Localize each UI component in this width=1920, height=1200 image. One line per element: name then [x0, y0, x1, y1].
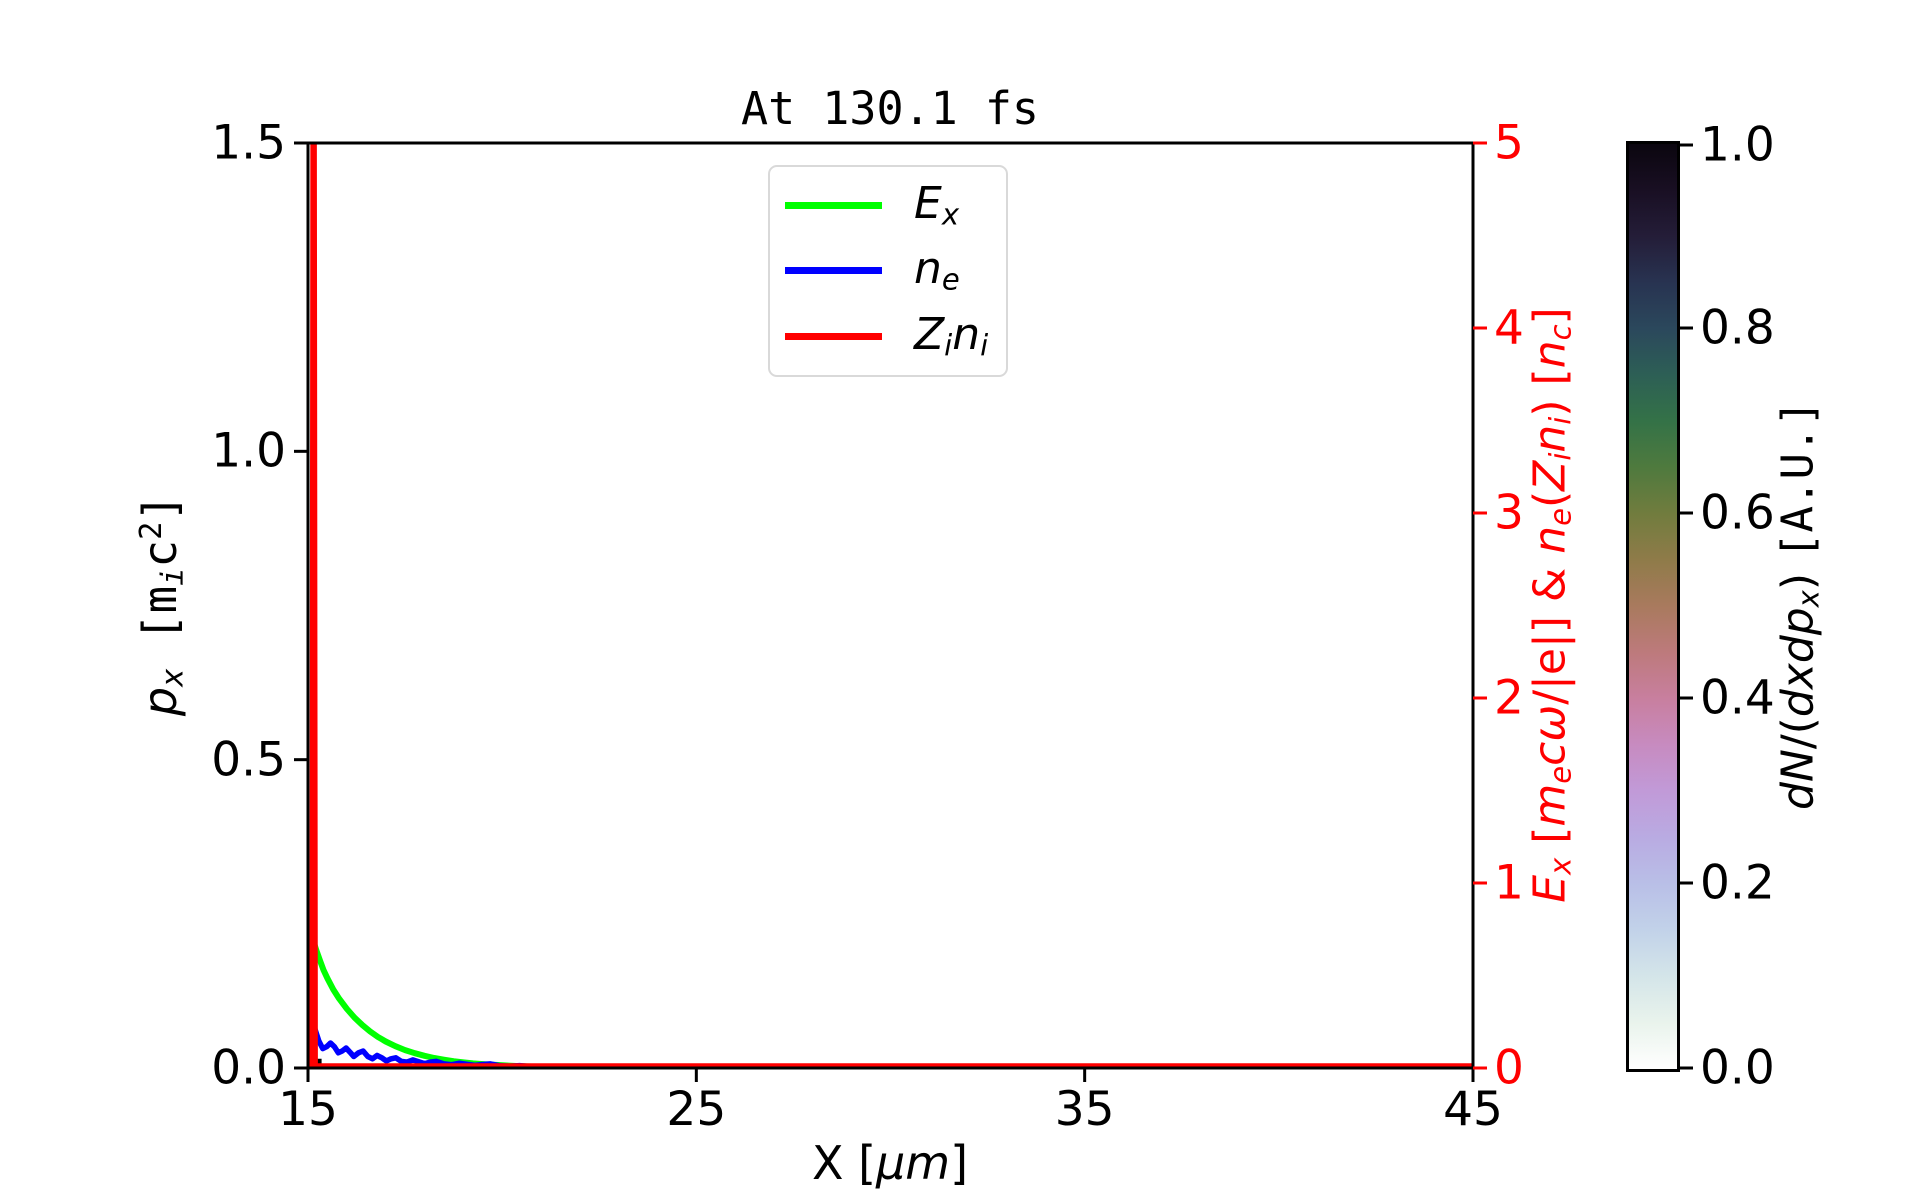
label-segment: e: [941, 262, 960, 297]
legend-box: Ex ne Zini: [768, 165, 1008, 377]
legend-label: ne: [914, 247, 960, 294]
label-segment: c: [1543, 324, 1578, 341]
label-segment: Z: [914, 308, 945, 360]
right-y-tick-label: 5: [1494, 115, 1524, 171]
right-y-axis-label: Ex [mecω/|e|] & ne(Zini) [nc]: [1524, 307, 1578, 902]
legend-label: Zini: [914, 312, 989, 362]
label-segment: [m: [133, 585, 188, 669]
curve-zini: [308, 143, 1473, 1068]
label-segment: c: [133, 539, 188, 568]
label-segment: μm: [876, 1136, 951, 1190]
label-segment: [A.U.]: [1772, 400, 1824, 559]
label-segment: i: [155, 567, 191, 586]
legend-line-sample: [785, 202, 882, 210]
label-segment: x: [941, 197, 959, 232]
label-segment: p: [133, 686, 188, 717]
legend-entry-ne: ne: [770, 247, 1006, 294]
colorbar-tick-label: 0.2: [1700, 855, 1775, 911]
colorbar-tick-label: 0.6: [1700, 485, 1775, 541]
legend-label: Ex: [914, 181, 959, 232]
label-segment: [: [1524, 826, 1576, 858]
label-segment: c: [1524, 741, 1576, 766]
left-y-axis-label: px [mic2]: [133, 494, 191, 716]
legend-line-sample: [785, 332, 882, 340]
label-segment: m: [1524, 783, 1576, 827]
label-segment: ): [1772, 558, 1824, 591]
curve-ne: [310, 1024, 1473, 1068]
colorbar-tick-label: 0.0: [1700, 1040, 1775, 1096]
label-segment: i: [1543, 416, 1578, 425]
label-segment: x: [1543, 857, 1578, 875]
label-segment: /|e|] &: [1524, 553, 1576, 705]
label-segment: /(: [1772, 717, 1824, 750]
left-y-tick-label: 0.0: [211, 1040, 286, 1096]
data-layer: [308, 143, 1473, 1068]
label-segment: x: [1791, 590, 1826, 608]
label-segment: ω: [1524, 704, 1576, 742]
label-segment: e: [1543, 765, 1578, 784]
curve-ex: [309, 937, 1473, 1068]
label-segment: n: [1524, 424, 1576, 453]
colorbar-label: dN/(dxdpx) [A.U.]: [1772, 400, 1826, 810]
label-segment: n: [1524, 525, 1576, 554]
label-segment: x: [155, 668, 191, 687]
label-segment: i: [1543, 452, 1578, 461]
legend-line-sample: [785, 267, 882, 275]
plot-title: At 130.1 fs: [740, 82, 1040, 135]
label-segment: (: [1524, 490, 1576, 508]
right-y-tick-label: 1: [1494, 855, 1524, 911]
label-segment: X [: [811, 1136, 877, 1190]
label-segment: e: [1543, 508, 1578, 526]
left-y-tick-label: 0.5: [211, 732, 286, 788]
label-segment: E: [1524, 874, 1576, 903]
label-segment: Z: [1524, 460, 1576, 491]
label-segment: ]: [1524, 307, 1576, 325]
legend-entry-ex: Ex: [770, 181, 1006, 232]
x-tick-label: 15: [278, 1082, 338, 1137]
x-axis-label: X [μm]: [812, 1140, 968, 1186]
label-segment: 2: [133, 521, 169, 540]
label-segment: E: [914, 177, 942, 229]
colorbar-tick-label: 0.4: [1700, 670, 1775, 726]
x-tick-label: 45: [1443, 1082, 1503, 1137]
colorbar-tick-label: 0.8: [1700, 300, 1775, 356]
colorbar-tick-label: 1.0: [1700, 117, 1775, 173]
label-segment: dN: [1772, 749, 1824, 810]
right-y-tick-label: 2: [1494, 670, 1524, 726]
right-y-tick-label: 4: [1494, 300, 1524, 356]
label-segment: ) [: [1524, 368, 1576, 417]
label-segment: i: [944, 327, 953, 362]
right-y-tick-label: 3: [1494, 485, 1524, 541]
legend-entry-zini: Zini: [770, 312, 1006, 362]
left-y-tick-label: 1.5: [211, 115, 286, 171]
label-segment: n: [914, 243, 942, 295]
axes-frame: [306, 141, 1475, 1070]
label-segment: n: [952, 308, 981, 360]
label-segment: i: [980, 327, 989, 362]
label-segment: ]: [950, 1136, 969, 1190]
left-y-tick-label: 1.0: [211, 423, 286, 479]
label-segment: n: [1524, 340, 1576, 369]
x-tick-label: 25: [666, 1082, 727, 1137]
label-segment: ]: [133, 493, 188, 522]
right-y-tick-label: 0: [1494, 1040, 1524, 1096]
colorbar-gradient: [1626, 141, 1680, 1072]
label-segment: dxdp: [1772, 607, 1824, 718]
x-tick-label: 35: [1054, 1082, 1115, 1137]
